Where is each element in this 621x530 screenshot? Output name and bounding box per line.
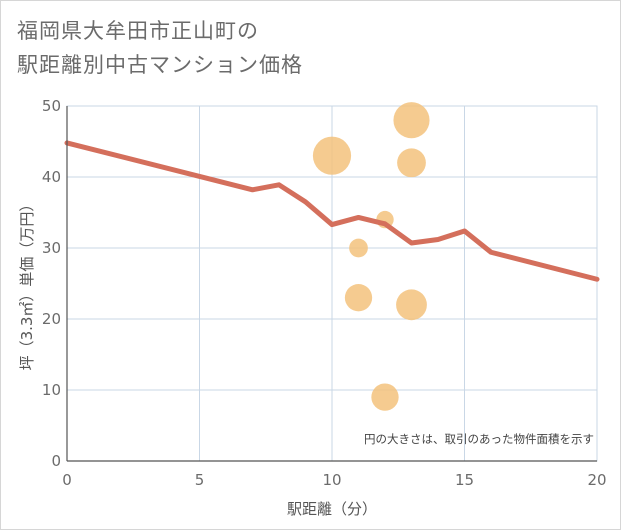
trend-line (64, 140, 600, 282)
trend-series (64, 140, 600, 282)
bubble-point (312, 136, 352, 175)
y-tick-label: 10 (42, 381, 61, 399)
chart-title: 福岡県大牟田市正山町の 駅距離別中古マンション価格 (17, 19, 303, 77)
x-tick-label: 0 (62, 471, 72, 489)
y-tick-label: 30 (42, 239, 61, 257)
bubble-series (312, 102, 430, 411)
y-axis-title: 坪（3.3㎡）単価（万円） (18, 197, 36, 371)
x-tick-label: 10 (322, 471, 341, 489)
bubble-point (344, 284, 373, 312)
tick-labels: 0 5 10 15 20 0 10 20 30 40 50 (42, 97, 607, 489)
bubble-point (393, 102, 430, 139)
bubble-point (396, 289, 427, 321)
x-tick-label: 5 (195, 471, 205, 489)
size-note: 円の大きさは、取引のあった物件面積を示す (364, 432, 594, 446)
y-tick-label: 0 (51, 452, 61, 470)
axes (66, 106, 597, 462)
x-tick-label: 20 (587, 471, 606, 489)
bubble-point (371, 383, 399, 411)
bubble-point (397, 148, 426, 178)
x-axis-title: 駅距離（分） (287, 500, 377, 518)
y-tick-label: 20 (42, 310, 61, 328)
grid-lines (67, 105, 598, 461)
y-tick-label: 40 (42, 168, 61, 186)
x-tick-label: 15 (455, 471, 474, 489)
y-tick-label: 50 (42, 97, 61, 115)
bubble-point (349, 238, 368, 258)
